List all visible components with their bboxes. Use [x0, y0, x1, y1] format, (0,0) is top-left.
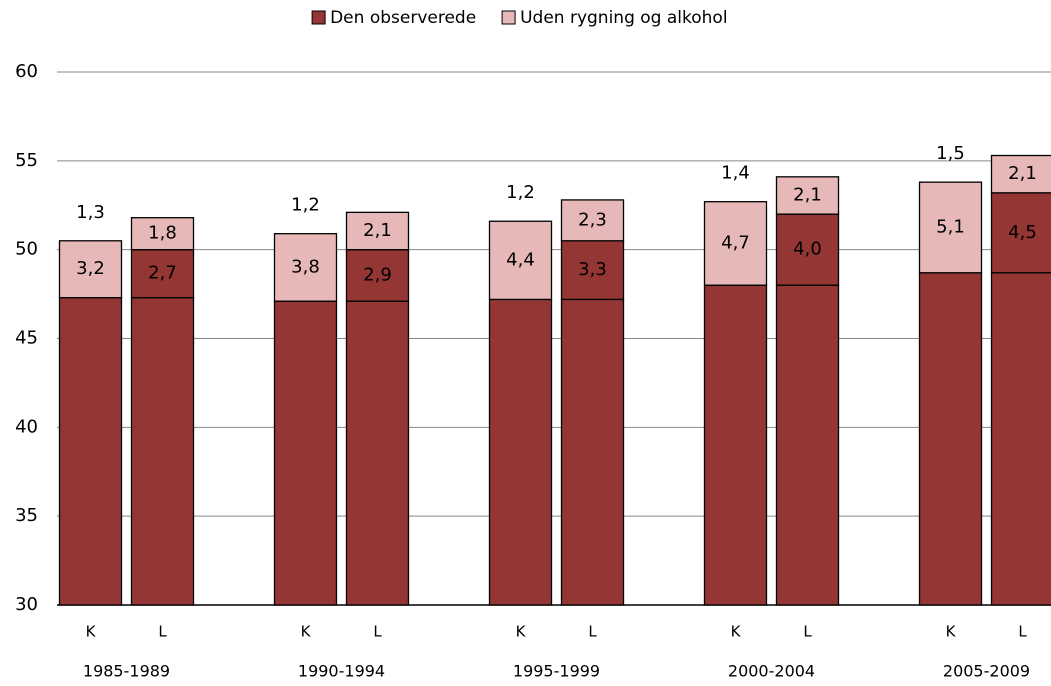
group-label: 1990-1994: [298, 662, 385, 681]
x-tick-label: K: [516, 623, 527, 641]
bar-segment: [345, 211, 410, 251]
x-tick-label: K: [731, 623, 742, 641]
data-label: 4,4: [506, 249, 535, 270]
data-label: 4,0: [793, 239, 822, 260]
bar-segment: [58, 296, 123, 606]
bar-segment: [990, 192, 1051, 274]
x-tick-label: K: [301, 623, 312, 641]
y-tick-label: 30: [15, 594, 38, 615]
data-label: 3,2: [76, 258, 105, 279]
group-label: 2005-2009: [943, 662, 1030, 681]
bar-segment: [990, 272, 1051, 606]
data-label: 2,7: [148, 263, 177, 284]
bar-segment: [488, 298, 553, 606]
data-label: 4,5: [1008, 222, 1037, 243]
x-tick-label: L: [588, 623, 597, 641]
bar-segment: [560, 298, 625, 606]
legend-swatch: [311, 10, 326, 25]
group-label: 2000-2004: [728, 662, 815, 681]
data-label: 1,3: [76, 202, 105, 223]
data-label: 3,3: [578, 259, 607, 280]
bar-segment: [918, 181, 983, 274]
data-label: 1,2: [506, 182, 535, 203]
y-tick-label: 60: [15, 61, 38, 82]
legend-label: Den observerede: [330, 8, 476, 28]
data-label: 5,1: [936, 216, 965, 237]
bar-segment: [560, 199, 625, 242]
data-label: 2,1: [793, 184, 822, 205]
bar-segment: [345, 300, 410, 606]
data-label: 1,4: [721, 163, 750, 184]
bar-segment: [775, 284, 840, 606]
x-tick-label: K: [946, 623, 957, 641]
y-tick-label: 40: [15, 416, 38, 437]
bar-segment: [560, 240, 625, 301]
y-tick-label: 45: [15, 328, 38, 349]
bar-segment: [273, 233, 338, 302]
legend-swatch: [501, 10, 516, 25]
group-label: 1995-1999: [513, 662, 600, 681]
x-tick-label: L: [1018, 623, 1027, 641]
data-label: 1,2: [291, 195, 320, 216]
bar-segment: [130, 217, 195, 251]
data-label: 1,5: [936, 143, 965, 164]
data-label: 4,7: [721, 232, 750, 253]
data-label: 2,1: [363, 220, 392, 241]
x-tick-label: L: [803, 623, 812, 641]
bar-segment: [775, 176, 840, 215]
bar-segment: [918, 272, 983, 606]
bar-segment: [130, 296, 195, 606]
bar-segment: [990, 154, 1051, 194]
bar-segment: [703, 201, 768, 286]
y-tick-label: 35: [15, 505, 38, 526]
group-label: 1985-1989: [83, 662, 170, 681]
bar-segment: [703, 284, 768, 606]
y-tick-label: 50: [15, 239, 38, 260]
data-label: 1,8: [148, 223, 177, 244]
bar-segment: [775, 213, 840, 286]
bar-segment: [58, 240, 123, 299]
x-tick-label: L: [373, 623, 382, 641]
bar-segment: [345, 249, 410, 302]
y-tick-label: 55: [15, 150, 38, 171]
bar-segment: [273, 300, 338, 606]
legend-label: Uden rygning og alkohol: [520, 8, 727, 28]
x-tick-label: L: [158, 623, 167, 641]
bar-segment: [130, 249, 195, 299]
data-label: 2,1: [1008, 163, 1037, 184]
data-label: 2,9: [363, 264, 392, 285]
bar-segment: [488, 220, 553, 301]
data-label: 2,3: [578, 209, 607, 230]
x-tick-label: K: [86, 623, 97, 641]
data-label: 3,8: [291, 256, 320, 277]
